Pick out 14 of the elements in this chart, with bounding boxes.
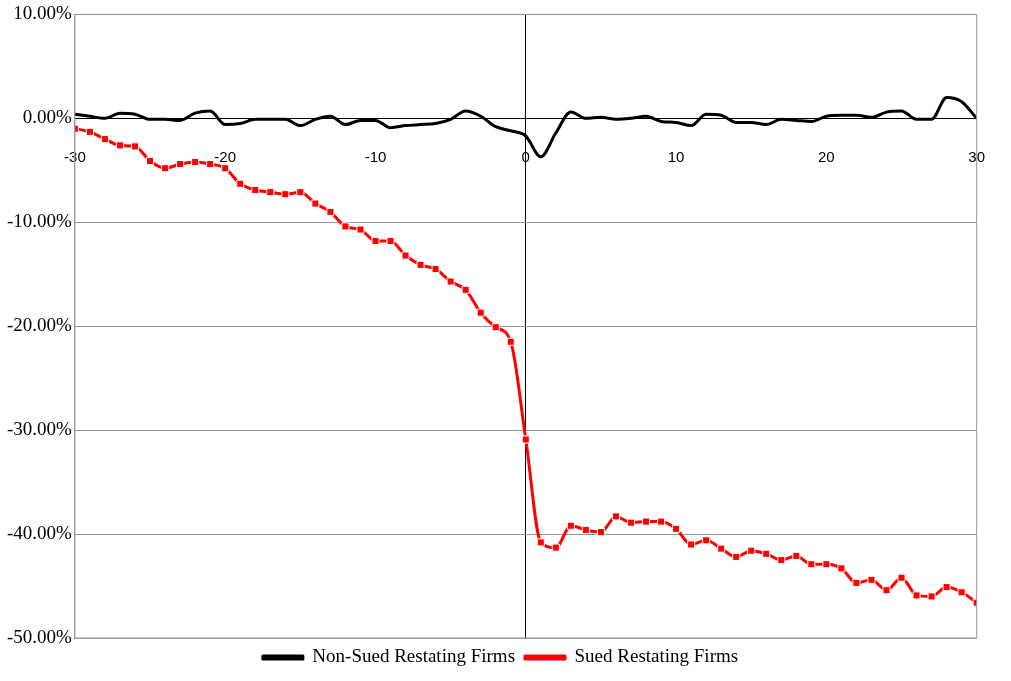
y-tick-label: -20.00% [7, 314, 73, 336]
y-tick-label: -10.00% [7, 210, 73, 232]
x-tick-label: 20 [818, 148, 835, 166]
legend-label: Non-Sued Restating Firms [312, 645, 516, 667]
x-tick-label: 10 [667, 148, 685, 166]
x-tick-label: 30 [968, 148, 985, 166]
x-tick-label: -20 [214, 148, 237, 166]
y-tick-label: -40.00% [7, 522, 73, 544]
y-tick-label: 0.00% [22, 106, 73, 128]
y-tick-label: 10.00% [13, 2, 73, 24]
y-tick-label: -50.00% [7, 625, 73, 647]
y-tick-label: -30.00% [7, 418, 73, 440]
x-tick-label: -10 [364, 148, 387, 166]
legend-label: Sued Restating Firms [574, 645, 739, 667]
